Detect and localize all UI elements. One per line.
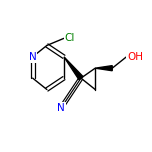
Text: Cl: Cl <box>65 33 75 43</box>
Polygon shape <box>95 66 112 71</box>
Text: N: N <box>57 103 65 113</box>
Text: OH: OH <box>127 52 143 62</box>
Text: N: N <box>29 52 36 62</box>
Polygon shape <box>64 57 83 80</box>
